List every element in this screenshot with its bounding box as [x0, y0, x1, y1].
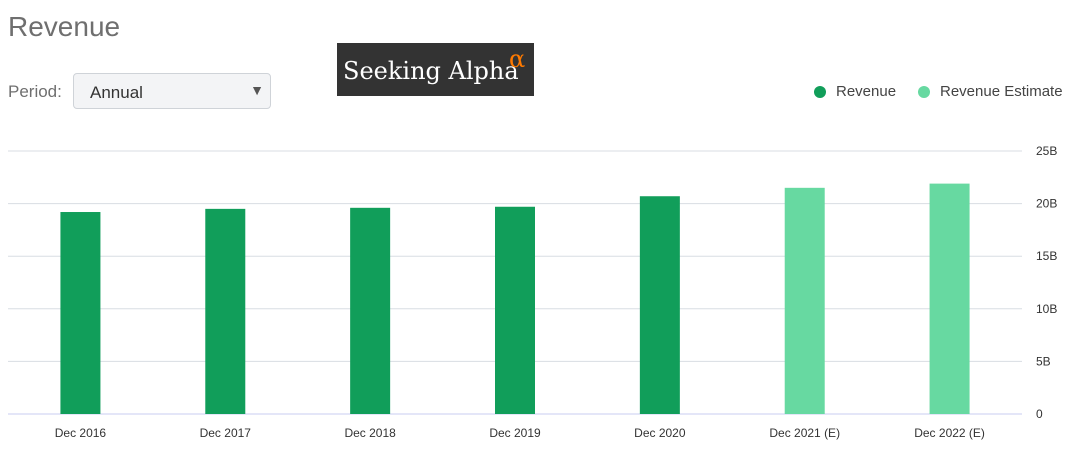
legend-item-revenue[interactable]: Revenue — [814, 83, 896, 100]
legend-label-revenue: Revenue — [836, 83, 897, 100]
x-tick-label: Dec 2022 (E) — [914, 426, 985, 440]
y-tick-label: 5B — [1036, 354, 1051, 368]
bar-revenue — [495, 206, 535, 414]
legend-item-revenue-estimate[interactable]: Revenue Estimate — [918, 83, 1063, 100]
y-tick-label: 15B — [1036, 249, 1057, 263]
bar-revenue — [205, 208, 246, 414]
bar-revenue-estimate — [929, 183, 970, 414]
bar-revenue — [639, 196, 680, 414]
period-select[interactable]: Annual ▼ — [73, 73, 271, 109]
y-tick-label: 10B — [1036, 302, 1057, 316]
caret-down-icon: ▼ — [250, 82, 264, 98]
seeking-alpha-logo: Seeking Alpha α — [337, 43, 534, 96]
logo-text: Seeking Alpha — [343, 57, 519, 85]
x-tick-label: Dec 2017 — [200, 426, 252, 440]
legend-dot-revenue — [814, 85, 826, 98]
x-tick-label: Dec 2019 — [489, 426, 541, 440]
x-tick-label: Dec 2020 — [634, 426, 686, 440]
bar-revenue — [60, 212, 101, 414]
bar-revenue-estimate — [784, 187, 825, 414]
page-title: Revenue — [8, 11, 121, 42]
period-selected-value: Annual — [90, 83, 143, 102]
legend-dot-estimate — [918, 85, 930, 98]
period-label: Period: — [8, 82, 62, 101]
x-tick-label: Dec 2021 (E) — [769, 426, 840, 440]
bar-revenue — [350, 207, 391, 414]
legend-label-estimate: Revenue Estimate — [940, 83, 1063, 100]
x-tick-label: Dec 2016 — [55, 426, 107, 440]
y-tick-label: 25B — [1036, 144, 1057, 158]
x-tick-label: Dec 2018 — [344, 426, 396, 440]
y-tick-label: 20B — [1036, 197, 1057, 211]
alpha-symbol: α — [509, 45, 526, 73]
y-tick-label: 0 — [1036, 407, 1043, 421]
